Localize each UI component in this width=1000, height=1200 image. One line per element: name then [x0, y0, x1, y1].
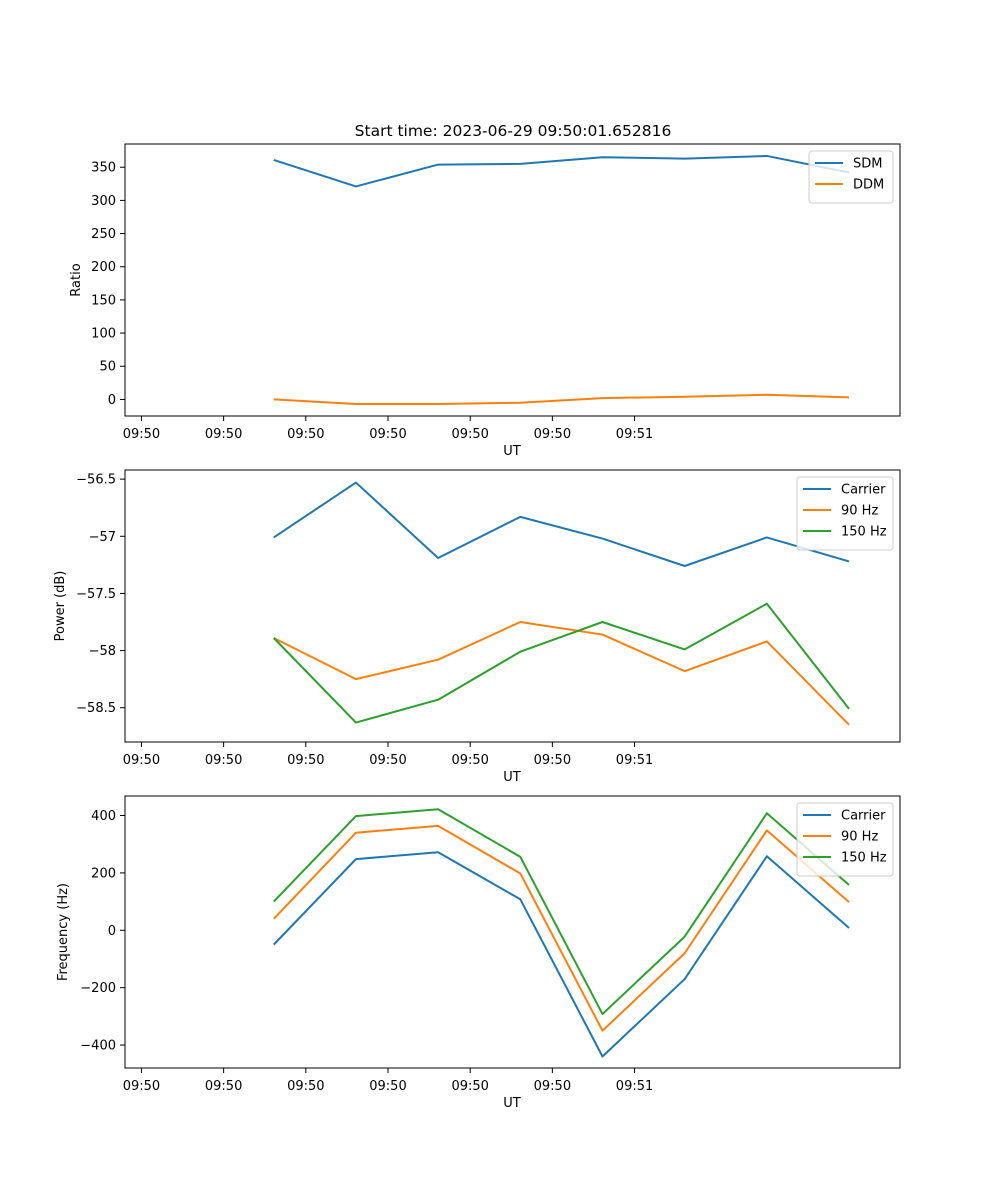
- x-tick-label: 09:50: [534, 753, 571, 768]
- y-tick-label: −56.5: [76, 473, 116, 488]
- x-tick-label: 09:50: [451, 1079, 488, 1094]
- legend-label: SDM: [853, 157, 882, 172]
- axes-frame: [124, 469, 901, 743]
- x-axis-label: UT: [503, 770, 521, 785]
- subplot-2: 09:50 09:50 09:50 09:50 09:50 09:50 09:51 −58.5…: [53, 469, 901, 785]
- x-tick-label: 09:51: [616, 427, 653, 442]
- legend-label: 90 Hz: [841, 504, 878, 519]
- legend-label: 150 Hz: [841, 525, 887, 540]
- x-tick-label: 09:50: [205, 427, 242, 442]
- legend-label: 150 Hz: [841, 851, 887, 866]
- y-tick-label: 400: [91, 809, 116, 824]
- x-tick-label: 09:50: [287, 1079, 324, 1094]
- y-axis-label: Power (dB): [53, 571, 68, 642]
- y-tick-label: 200: [91, 866, 116, 881]
- x-tick-label: 09:50: [123, 753, 160, 768]
- series-line-90-hz: [273, 621, 850, 726]
- y-tick-label: −400: [80, 1039, 116, 1054]
- figure-title: Start time: 2023-06-29 09:50:01.652816: [355, 122, 672, 140]
- x-tick-label: 09:50: [123, 427, 160, 442]
- legend: Carrier 90 Hz 150 Hz: [796, 476, 894, 551]
- subplot-3: 09:50 09:50 09:50 09:50 09:50 09:50 09:51 −400 −…: [56, 795, 901, 1111]
- series-line-sdm: [273, 154, 850, 188]
- x-tick-label: 09:50: [123, 1079, 160, 1094]
- series-line-ddm: [273, 393, 850, 406]
- y-tick-label: 200: [91, 260, 116, 275]
- x-tick-label: 09:50: [534, 1079, 571, 1094]
- y-tick-label: 0: [108, 393, 116, 408]
- x-tick-label: 09:50: [369, 1079, 406, 1094]
- x-tick-label: 09:51: [616, 753, 653, 768]
- series-line-carrier: [273, 851, 850, 1058]
- x-tick-label: 09:51: [616, 1079, 653, 1094]
- y-tick-label: −58: [89, 644, 116, 659]
- x-tick-label: 09:50: [205, 1079, 242, 1094]
- x-tick-label: 09:50: [287, 427, 324, 442]
- y-tick-label: −58.5: [76, 701, 116, 716]
- y-axis-label: Frequency (Hz): [56, 883, 71, 981]
- x-axis-label: UT: [503, 1096, 521, 1111]
- y-tick-label: −200: [80, 981, 116, 996]
- axes-frame: [124, 143, 901, 417]
- axes-frame: [124, 795, 901, 1069]
- y-tick-label: 50: [99, 360, 116, 375]
- legend-label: 90 Hz: [841, 830, 878, 845]
- legend-label: DDM: [853, 178, 884, 193]
- y-tick-label: 100: [91, 327, 116, 342]
- y-axis-label: Ratio: [69, 263, 84, 296]
- y-tick-label: −57: [89, 530, 116, 545]
- x-tick-label: 09:50: [534, 427, 571, 442]
- series-line-carrier: [273, 481, 850, 567]
- x-tick-label: 09:50: [369, 427, 406, 442]
- series-line-150-hz: [273, 602, 850, 724]
- y-tick-label: 300: [91, 194, 116, 209]
- series-line-150-hz: [273, 808, 850, 1016]
- legend: SDM DDM: [808, 150, 894, 204]
- x-axis-label: UT: [503, 444, 521, 459]
- x-tick-label: 09:50: [451, 753, 488, 768]
- y-tick-label: 350: [91, 161, 116, 176]
- legend: Carrier 90 Hz 150 Hz: [796, 802, 894, 877]
- subplots: 09:50 09:50 09:50 09:50 09:50 09:50 09:51 0 50 10…: [53, 143, 901, 1111]
- y-tick-label: 250: [91, 227, 116, 242]
- x-tick-label: 09:50: [205, 753, 242, 768]
- x-tick-label: 09:50: [451, 427, 488, 442]
- y-tick-label: 0: [108, 924, 116, 939]
- y-tick-label: −57.5: [76, 587, 116, 602]
- y-tick-label: 150: [91, 293, 116, 308]
- legend-label: Carrier: [841, 809, 886, 824]
- legend-label: Carrier: [841, 483, 886, 498]
- x-tick-label: 09:50: [369, 753, 406, 768]
- subplot-1: 09:50 09:50 09:50 09:50 09:50 09:50 09:51 0 50 10…: [69, 143, 901, 459]
- x-tick-label: 09:50: [287, 753, 324, 768]
- series-line-90-hz: [273, 824, 850, 1032]
